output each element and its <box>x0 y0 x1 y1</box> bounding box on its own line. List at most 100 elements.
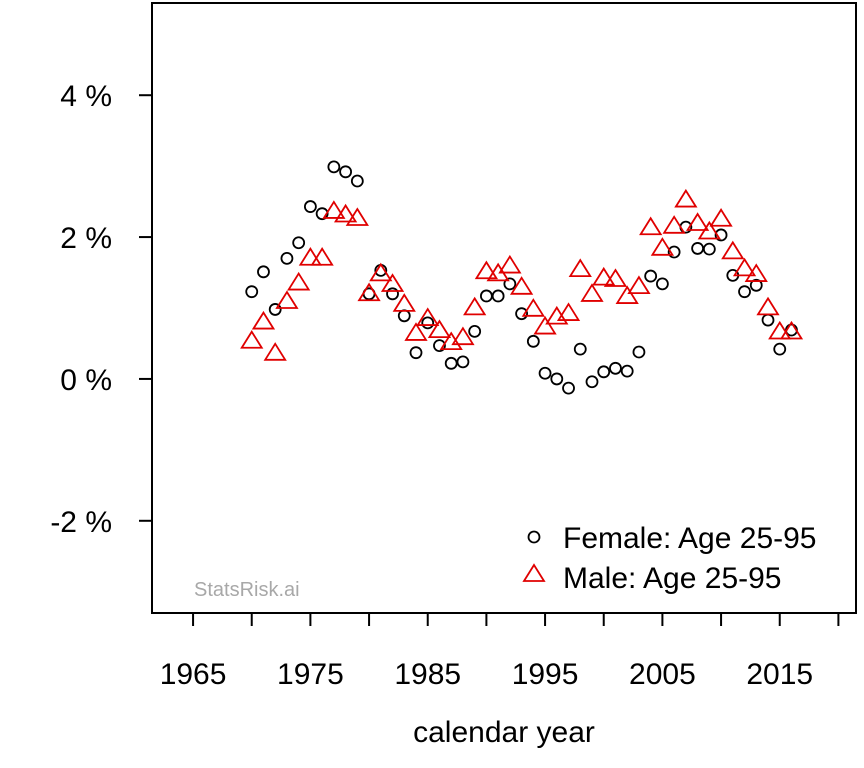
male-data-point <box>580 283 604 302</box>
male-data-point <box>533 315 557 335</box>
male-data-point <box>380 273 405 292</box>
female-data-point <box>468 325 482 338</box>
male-data-point <box>392 293 416 312</box>
female-data-point <box>773 342 787 356</box>
male-data-point <box>416 307 440 326</box>
female-data-point <box>245 285 259 299</box>
female-data-point <box>386 287 399 301</box>
male-data-point <box>463 296 487 316</box>
legend-marker-female <box>527 530 541 544</box>
male-data-point <box>685 212 710 231</box>
female-data-point <box>714 228 728 242</box>
female-data-point <box>339 165 353 179</box>
female-data-point <box>515 307 528 321</box>
female-data-point <box>257 265 270 279</box>
female-data-point <box>538 366 552 380</box>
male-data-point <box>310 247 334 266</box>
female-data-point <box>397 309 411 323</box>
male-data-point <box>251 310 276 330</box>
female-data-point <box>691 242 704 255</box>
x-tick-label: 1975 <box>277 658 344 691</box>
female-data-point <box>433 339 446 352</box>
female-data-point <box>268 303 282 316</box>
x-axis-title: calendar year <box>413 716 595 749</box>
male-data-point <box>439 331 463 351</box>
male-data-point <box>474 260 499 280</box>
female-data-point <box>456 355 470 369</box>
female-data-point <box>327 160 341 174</box>
female-data-point <box>292 236 306 250</box>
female-data-point <box>280 251 294 265</box>
male-data-point <box>498 254 522 274</box>
y-axis: -2 % 0 % 2 % 4 % <box>50 80 152 539</box>
male-data-point <box>662 215 686 234</box>
legend: Female: Age 25-95 Male: Age 25-95 <box>522 522 817 595</box>
male-data-point <box>333 203 358 223</box>
male-data-point <box>404 322 428 341</box>
female-data-point <box>573 342 587 356</box>
x-tick-label: 1965 <box>160 658 227 691</box>
x-tick-label: 1985 <box>394 658 461 691</box>
male-data-point <box>322 200 346 219</box>
female-data-point <box>303 200 317 213</box>
data-points <box>240 160 804 395</box>
x-axis: 1965 1975 1985 1995 2005 2015 <box>160 613 840 691</box>
male-data-point <box>639 216 663 236</box>
female-data-point <box>667 245 681 259</box>
male-data-point <box>556 302 581 321</box>
male-data-point <box>709 208 733 227</box>
male-data-point <box>275 290 299 309</box>
male-data-point <box>427 319 452 338</box>
male-data-point <box>509 276 534 295</box>
male-data-point <box>697 220 721 240</box>
female-data-point <box>550 372 564 386</box>
male-data-point <box>240 330 264 349</box>
plot-frame <box>151 2 857 614</box>
female-data-point <box>738 285 751 299</box>
female-data-point <box>479 289 493 303</box>
female-data-point <box>620 364 634 378</box>
male-data-point <box>357 282 381 302</box>
watermark-text: StatsRisk.ai <box>194 579 300 601</box>
female-data-point <box>444 356 458 370</box>
male-data-point <box>721 240 745 260</box>
legend-label-male: Male: Age 25-95 <box>563 562 781 595</box>
y-tick-label: 0 % <box>60 364 112 397</box>
legend-label-female: Female: Age 25-95 <box>563 522 817 555</box>
female-data-point <box>702 242 716 256</box>
male-data-point <box>756 296 780 316</box>
x-tick-label: 2015 <box>746 658 813 691</box>
female-data-point <box>503 277 517 291</box>
female-data-point <box>749 278 763 292</box>
male-data-point <box>345 207 369 226</box>
legend-marker-male <box>522 563 546 582</box>
female-data-point <box>644 269 658 283</box>
female-data-point <box>597 365 611 379</box>
female-data-point <box>421 316 435 330</box>
male-data-point <box>263 342 287 361</box>
male-data-point <box>298 247 323 266</box>
male-data-point <box>287 271 311 291</box>
x-tick-label: 2005 <box>629 658 696 691</box>
female-data-point <box>761 313 775 327</box>
female-data-point <box>632 345 646 359</box>
male-data-point <box>451 326 475 346</box>
female-data-point <box>609 361 622 375</box>
male-data-point <box>369 262 393 282</box>
female-data-point <box>315 207 329 221</box>
male-data-point <box>768 320 792 340</box>
male-data-point <box>779 320 804 340</box>
female-data-point <box>656 277 669 291</box>
male-data-point <box>674 188 698 208</box>
male-data-point <box>521 298 545 317</box>
x-tick-label: 1995 <box>512 658 579 691</box>
male-data-point <box>627 275 651 295</box>
female-data-point <box>585 375 599 389</box>
male-data-point <box>650 237 675 256</box>
female-data-point <box>526 334 540 348</box>
female-data-point <box>409 346 423 360</box>
female-data-point <box>491 289 505 303</box>
male-data-point <box>603 268 628 287</box>
male-data-point <box>744 263 768 282</box>
